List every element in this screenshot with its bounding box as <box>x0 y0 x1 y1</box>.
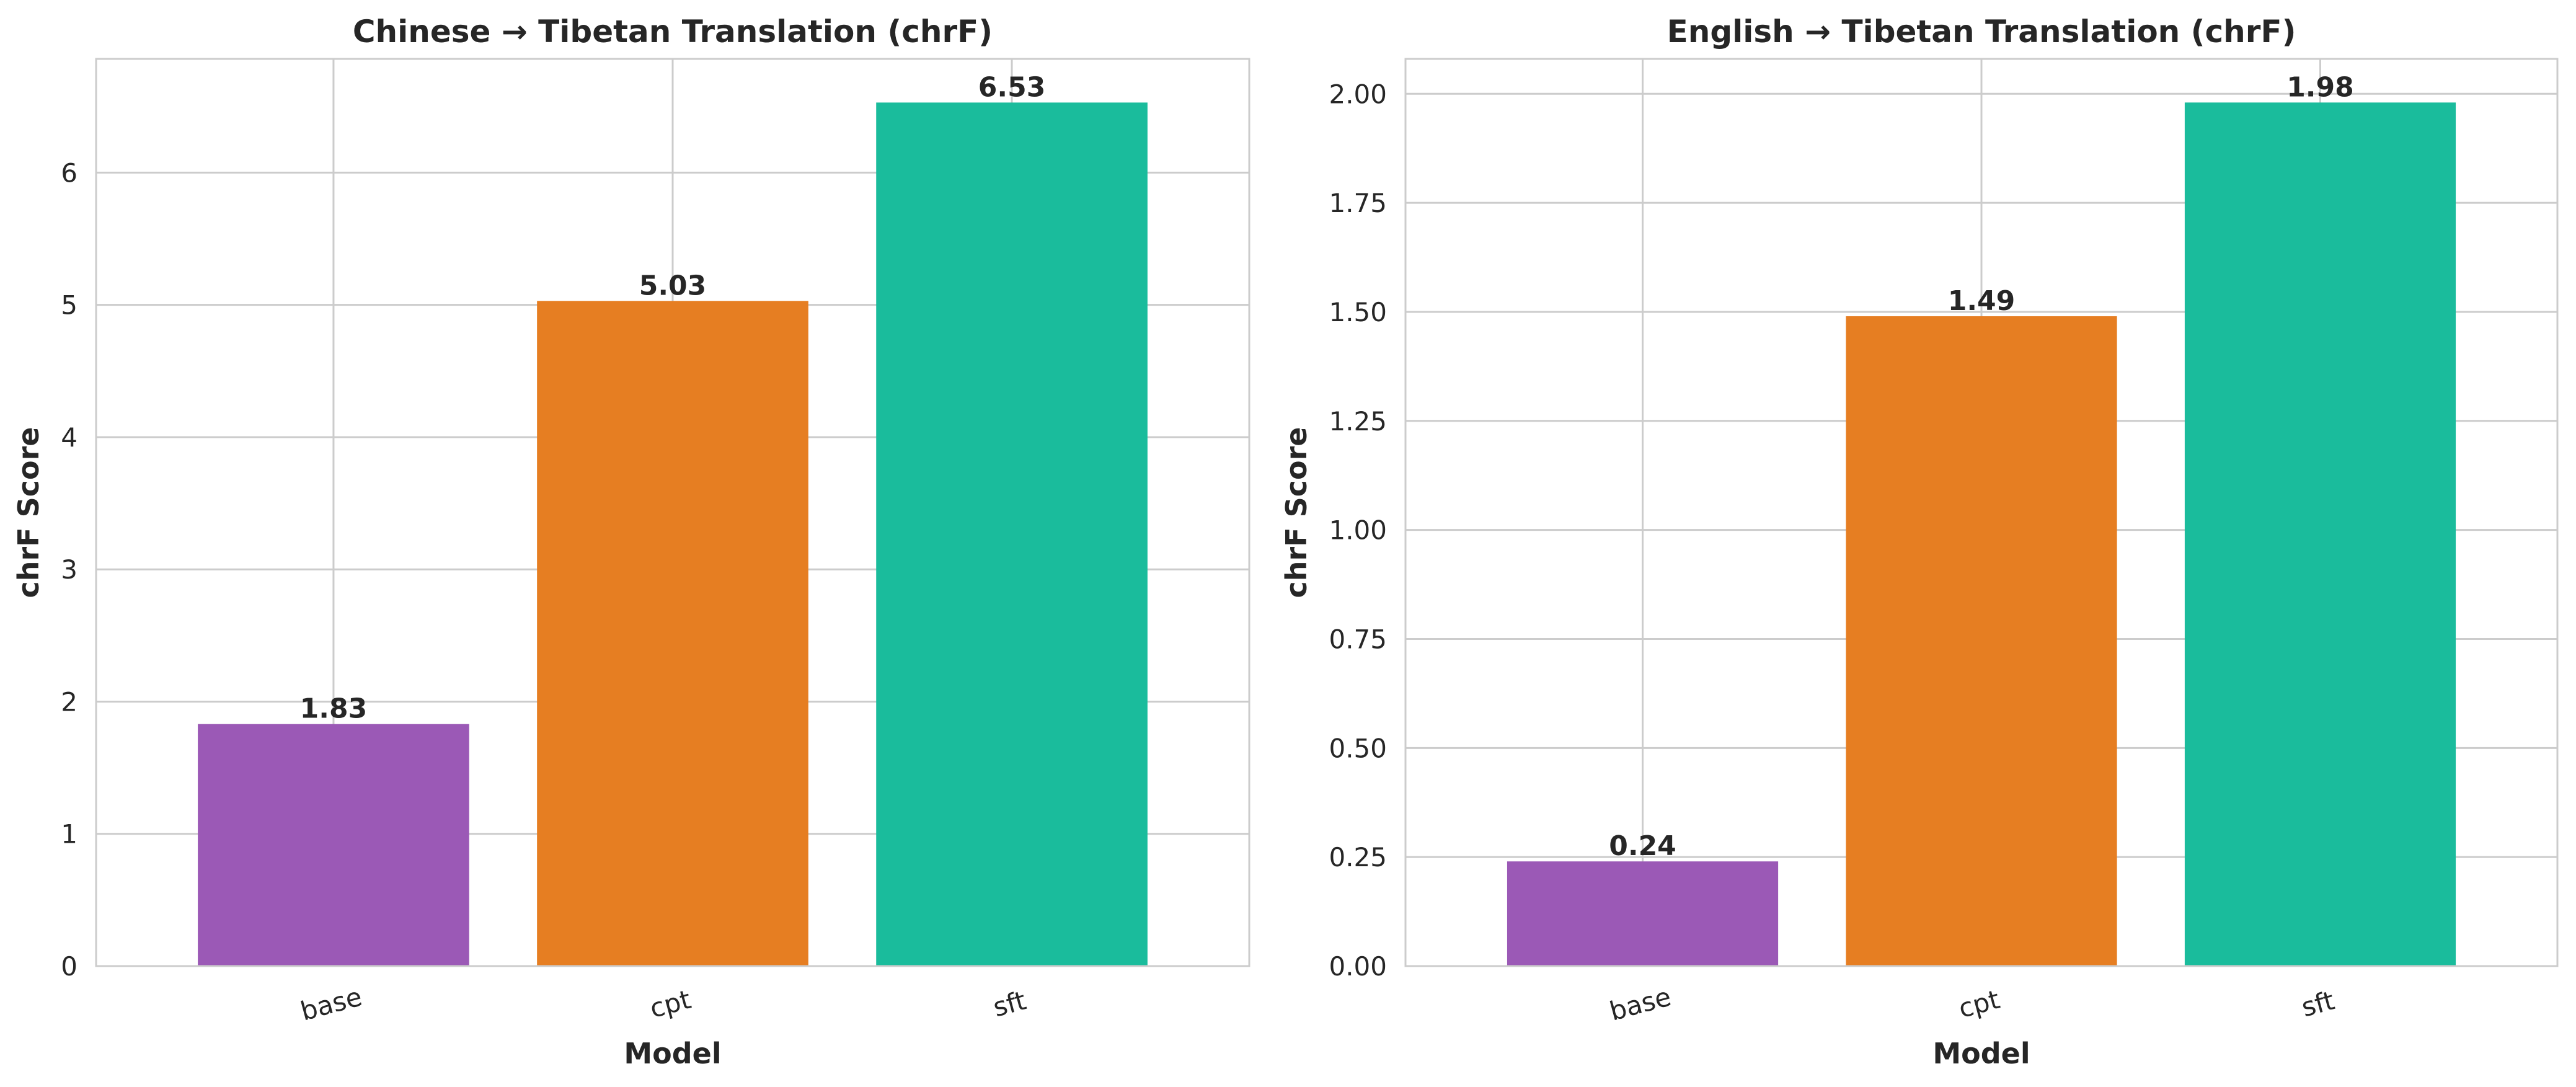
x-tick-label: cpt <box>1955 984 2003 1024</box>
x-axis-label: Model <box>624 1037 721 1070</box>
y-tick-label: 4 <box>61 422 77 453</box>
x-tick-label: sft <box>990 985 1029 1023</box>
y-tick-label: 0.00 <box>1329 951 1387 982</box>
bar-cpt <box>1846 316 2117 966</box>
y-tick-label: 1.75 <box>1329 188 1387 218</box>
y-tick-label: 1 <box>61 819 77 850</box>
chart-panel-english-tibetan: 0.24 1.49 1.98 0.00 0.25 0.50 0.75 1.00 1.25 1.50… <box>1280 14 2559 1070</box>
y-tick-label: 1.50 <box>1329 297 1387 327</box>
y-tick-label: 2.00 <box>1329 79 1387 109</box>
plot-frame <box>95 58 1250 967</box>
bar-value-label: 0.24 <box>1609 830 1676 862</box>
y-tick-label: 6 <box>61 158 77 188</box>
plot-frame <box>1404 58 2559 967</box>
y-tick-label: 1.25 <box>1329 406 1387 437</box>
x-tick-label: base <box>297 981 365 1026</box>
bar-sft <box>876 102 1148 966</box>
x-tick-label: sft <box>2298 985 2337 1023</box>
chart-panel-chinese-tibetan: 1.83 5.03 6.53 0 1 2 3 4 5 6 base cpt sft Chinese → T… <box>12 14 1250 1070</box>
y-tick-label: 0.25 <box>1329 842 1387 872</box>
bar-cpt <box>537 301 808 966</box>
chart-title: Chinese → Tibetan Translation (chrF) <box>353 14 993 50</box>
y-axis-label: chrF Score <box>12 427 45 598</box>
bar-value-label: 5.03 <box>639 270 707 301</box>
bar-value-label: 6.53 <box>978 71 1046 103</box>
bar-sft <box>2184 102 2456 966</box>
y-tick-label: 2 <box>61 686 77 717</box>
x-tick-label: cpt <box>647 984 694 1024</box>
chart-title: English → Tibetan Translation (chrF) <box>1667 14 2296 50</box>
y-tick-label: 1.00 <box>1329 515 1387 546</box>
x-axis-label: Model <box>1932 1037 2030 1070</box>
y-tick-label: 0.75 <box>1329 624 1387 654</box>
y-tick-label: 0 <box>61 951 77 982</box>
y-tick-label: 5 <box>61 290 77 321</box>
bar-base <box>1507 861 1779 966</box>
y-tick-label: 3 <box>61 554 77 585</box>
y-axis-label: chrF Score <box>1280 427 1313 598</box>
bar-value-label: 1.98 <box>2286 71 2354 103</box>
x-tick-label: base <box>1606 981 1674 1026</box>
bar-value-label: 1.83 <box>300 693 368 725</box>
y-tick-label: 0.50 <box>1329 733 1387 763</box>
bar-base <box>198 724 469 966</box>
bar-value-label: 1.49 <box>1948 285 2016 317</box>
